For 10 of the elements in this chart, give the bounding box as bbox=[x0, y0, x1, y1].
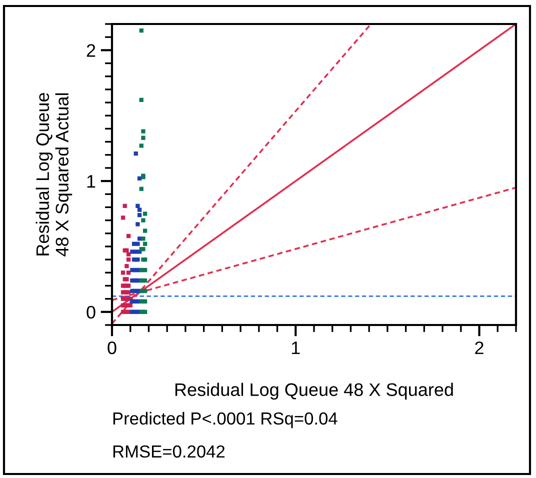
y-tick-label: 1 bbox=[87, 175, 96, 188]
text: Predicted P<.0001 RSq=0.04 bbox=[113, 412, 338, 428]
x-tick-label: 1 bbox=[292, 342, 300, 354]
text: RMSE=0.2042 bbox=[113, 445, 225, 458]
y-tick-label: 2 bbox=[86, 44, 96, 57]
x-axis-title: Residual Log Queue 48 X Squared bbox=[175, 382, 453, 400]
x-tick-label: 0 bbox=[108, 341, 116, 354]
y-tick-label: 0 bbox=[86, 306, 96, 319]
y-axis-title: Residual Log Queue 48 X Squared Actual bbox=[36, 92, 72, 256]
x-tick-label: 2 bbox=[475, 341, 484, 354]
